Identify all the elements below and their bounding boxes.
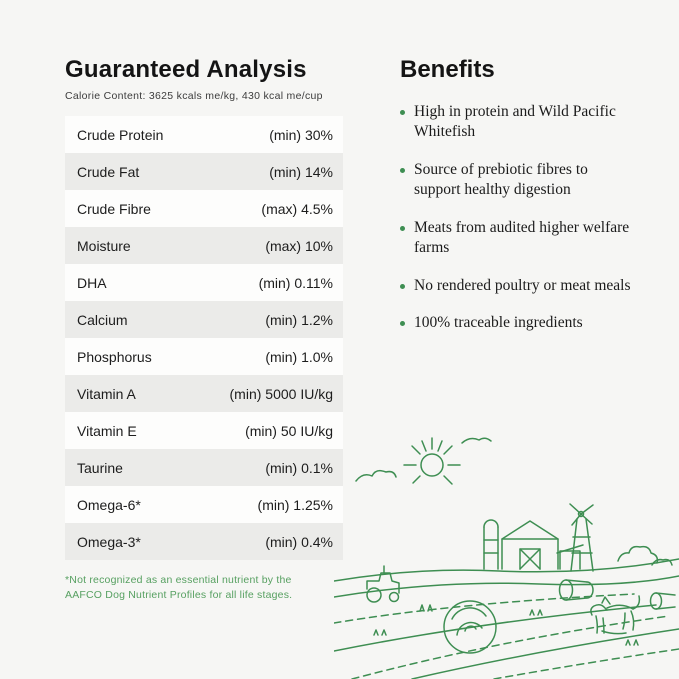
table-row: Omega-3* (min) 0.4% [65, 523, 343, 560]
table-row: Taurine (min) 0.1% [65, 449, 343, 486]
table-row: Phosphorus (min) 1.0% [65, 338, 343, 375]
farm-scene-illustration [334, 437, 679, 679]
benefits-list: High in protein and Wild Pacific Whitefi… [400, 102, 632, 334]
table-row: Crude Fibre (max) 4.5% [65, 190, 343, 227]
nutrient-value: (min) 1.25% [257, 496, 333, 513]
nutrient-label: DHA [77, 274, 107, 291]
guaranteed-analysis-title: Guaranteed Analysis [65, 56, 307, 83]
table-row: Vitamin E (min) 50 IU/kg [65, 412, 343, 449]
benefit-item: No rendered poultry or meat meals [400, 276, 632, 296]
benefit-text: No rendered poultry or meat meals [414, 276, 631, 294]
nutrient-label: Vitamin E [77, 422, 137, 439]
benefit-text: Meats from audited higher welfare farms [414, 218, 630, 257]
sun-icon [420, 453, 444, 477]
benefit-item: 100% traceable ingredients [400, 313, 632, 333]
nutrient-label: Calcium [77, 311, 128, 328]
nutrient-label: Crude Fat [77, 163, 140, 180]
nutrient-value: (max) 4.5% [261, 200, 333, 217]
nutrient-label: Moisture [77, 237, 131, 254]
nutrient-value: (min) 50 IU/kg [245, 422, 333, 439]
nutrient-value: (min) 30% [269, 126, 333, 143]
nutrient-label: Crude Protein [77, 126, 164, 143]
benefits-section: Benefits High in protein and Wild Pacifi… [400, 56, 632, 351]
bullet-icon [400, 110, 405, 115]
nutrient-value: (min) 1.2% [265, 311, 333, 328]
bullet-icon [400, 283, 405, 289]
nutrient-value: (min) 14% [269, 163, 333, 180]
nutrient-value: (min) 0.4% [265, 533, 333, 550]
table-row: Vitamin A (min) 5000 IU/kg [65, 375, 343, 412]
table-row: Crude Protein (min) 30% [65, 116, 343, 153]
table-row: DHA (min) 0.11% [65, 264, 343, 301]
guaranteed-analysis-section: Guaranteed Analysis Calorie Content: 362… [65, 56, 343, 603]
nutrient-value: (min) 0.11% [258, 274, 333, 291]
table-row: Calcium (min) 1.2% [65, 301, 343, 338]
table-row: Moisture (max) 10% [65, 227, 343, 264]
benefit-text: High in protein and Wild Pacific Whitefi… [414, 103, 616, 141]
bullet-icon [400, 167, 405, 173]
benefit-text: Source of prebiotic fibres to support he… [414, 160, 588, 199]
benefits-title: Benefits [400, 56, 495, 83]
benefit-text: 100% traceable ingredients [414, 314, 583, 332]
nutrient-value: (min) 0.1% [265, 459, 333, 476]
nutrient-label: Vitamin A [77, 385, 136, 402]
nutrient-label: Omega-3* [77, 533, 141, 550]
benefit-item: Source of prebiotic fibres to support he… [400, 160, 632, 201]
benefit-item: Meats from audited higher welfare farms [400, 218, 632, 259]
nutrient-value: (min) 5000 IU/kg [229, 385, 333, 402]
bullet-icon [400, 225, 405, 231]
bullet-icon [400, 321, 405, 327]
nutrient-label: Taurine [77, 459, 123, 476]
analysis-table: Crude Protein (min) 30% Crude Fat (min) … [65, 116, 343, 560]
nutrient-value: (min) 1.0% [265, 348, 333, 365]
nutrient-label: Omega-6* [77, 496, 141, 513]
calorie-content-line: Calorie Content: 3625 kcals me/kg, 430 k… [65, 90, 323, 102]
aafco-footnote: *Not recognized as an essential nutrient… [65, 574, 293, 602]
nutrient-label: Crude Fibre [77, 200, 151, 217]
nutrient-label: Phosphorus [77, 348, 152, 365]
nutrient-value: (max) 10% [265, 237, 333, 254]
benefit-item: High in protein and Wild Pacific Whitefi… [400, 102, 632, 143]
table-row: Omega-6* (min) 1.25% [65, 486, 343, 523]
table-row: Crude Fat (min) 14% [65, 153, 343, 190]
